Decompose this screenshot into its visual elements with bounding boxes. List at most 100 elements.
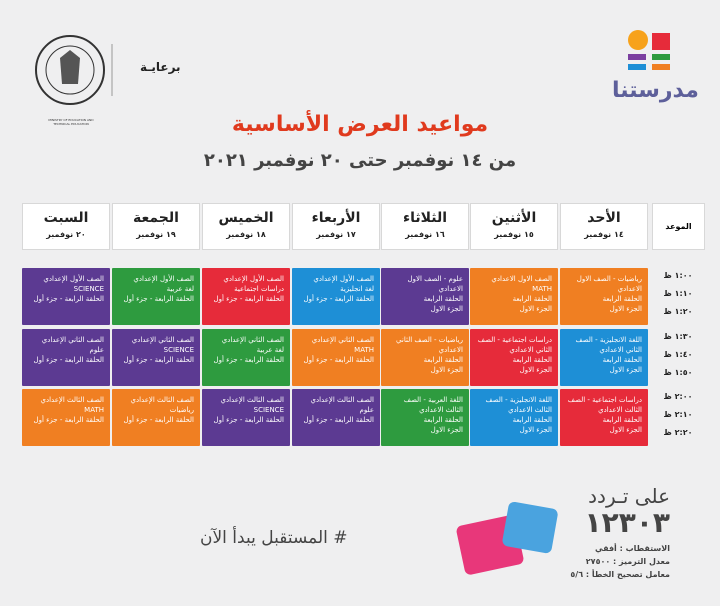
cell-line: الجزء الاول [519, 366, 552, 374]
day-name: الأربعاء [311, 210, 361, 226]
sponsor: برعايـة [140, 60, 181, 74]
program-cell: الصف الأول الإعدادي SCIENCE الحلقة الرابعة… [22, 268, 110, 325]
program-cell: الصف الثاني الإعدادي علوم الحلقة الرابعة -… [22, 329, 110, 386]
cell-line: الحلقة الرابعة - جزء أول [213, 356, 285, 364]
cell-line: اللغة الانجليزية - الصف [485, 396, 552, 404]
day-header: الأحد ١٤ نوفمبر [560, 203, 648, 250]
day-header: الأربعاء ١٧ نوفمبر [292, 203, 380, 250]
cell-line: SCIENCE [73, 285, 104, 293]
cell-line: الجزء الاول [519, 426, 552, 434]
cell-line: الثاني الاعدادي [509, 346, 552, 354]
cell-line: الصف الثاني الإعدادي [311, 336, 374, 344]
time-slot: ١:١٠ ظ [663, 289, 693, 298]
cell-line: دراسات اجتماعية - الصف [567, 396, 642, 404]
cell-line: الحلقة الرابعة - جزء أول [303, 416, 375, 424]
cell-line: MATH [532, 285, 552, 293]
time-slot: ١:٤٠ ظ [663, 350, 693, 359]
cell-line: الثاني الاعدادي [599, 346, 642, 354]
day-name: الأثنين [491, 210, 537, 226]
cell-line: علوم [89, 346, 104, 354]
day-name: السبت [43, 210, 89, 226]
day-header: الأثنين ١٥ نوفمبر [470, 203, 558, 250]
day-name: الأحد [587, 210, 621, 226]
program-cell: دراسات اجتماعية - الصف الثاني الاعدادي الح… [470, 329, 558, 386]
subtitle: من ١٤ نوفمبر حتى ٢٠ نوفمبر ٢٠٢١ [203, 150, 517, 171]
cell-line: الاعدادي [438, 346, 463, 354]
footer-line: معامل تصحيح الخطأ : ٥/٦ [570, 570, 670, 579]
cell-line: الحلقة الرابعة - جزء أول [123, 295, 195, 303]
cell-line: SCIENCE [163, 346, 194, 354]
cell-line: الحلقة الرابعة - جزء أول [303, 356, 375, 364]
day-date: ١٥ نوفمبر [494, 230, 534, 239]
program-cell: الصف الأول الإعدادي لغة انجليزية الحلقة ال… [292, 268, 380, 325]
cell-line: الجزء الاول [430, 366, 463, 374]
day-date: ١٧ نوفمبر [316, 230, 356, 239]
freq: ١٢٣٠٣ [584, 506, 670, 539]
cell-line: الحلقة الرابعة [423, 295, 463, 303]
cell-line: الثالث الاعدادي [419, 406, 463, 414]
cell-line: الصف الأول الإعدادي [133, 275, 194, 283]
program-cell: الصف الثالث الإعدادي SCIENCE الحلقة الرابع… [202, 389, 290, 446]
cell-line: الصف الثالث الإعدادي [310, 396, 374, 404]
cell-line: الثالث الاعدادي [598, 406, 642, 414]
cell-line: الحلقة الرابعة [602, 356, 642, 364]
cell-line: رياضيات - الصف الثاني [396, 336, 463, 344]
cell-line: الاعدادي [617, 285, 642, 293]
program-cell: الصف الثاني الإعدادي لغة عربية الحلقة الرا… [202, 329, 290, 386]
footer-line: معدل الترميز : ٢٧٥٠٠ [585, 557, 670, 566]
program-cell: الصف الأول الإعدادي لغة عربية الحلقة الراب… [112, 268, 200, 325]
program-cell: رياضيات - الصف الاول الاعدادي الحلقة الراب… [560, 268, 648, 325]
cell-line: الحلقة الرابعة - جزء أول [33, 295, 105, 303]
cell-line: لغة انجليزية [340, 285, 374, 293]
cell-line: اللغة الانجليزية - الصف [575, 336, 642, 344]
program-cell: علوم - الصف الاول الاعدادي الحلقة الرابعة ا… [381, 268, 469, 325]
cell-line: MATH [84, 406, 104, 414]
day-date: ٢٠ نوفمبر [46, 230, 86, 239]
time-header: الموعد [652, 203, 705, 250]
day-header: الخميس ١٨ نوفمبر [202, 203, 290, 250]
cell-line: الحلقة الرابعة - جزء أول [123, 416, 195, 424]
cell-line: الجزء الاول [519, 305, 552, 313]
program-cell: الصف الثاني الإعدادي SCIENCE الحلقة الرابع… [112, 329, 200, 386]
cell-line: الصف الثاني الإعدادي [131, 336, 194, 344]
program-cell: اللغة الانجليزية - الصف الثالث الاعدادي ال… [470, 389, 558, 446]
cell-line: الحلقة الرابعة - جزء أول [213, 416, 285, 424]
day-header: الجمعة ١٩ نوفمبر [112, 203, 200, 250]
time-slot: ١:٥٠ ظ [663, 368, 693, 377]
cell-line: الحلقة الرابعة - جزء أول [33, 416, 105, 424]
cell-line: الصف الثالث الإعدادي [40, 396, 104, 404]
day-date: ١٤ نوفمبر [584, 230, 624, 239]
cell-line: الحلقة الرابعة - جزء أول [33, 356, 105, 364]
cell-line: الصف الثاني الإعدادي [221, 336, 284, 344]
cell-line: الصف الأول الإعدادي [313, 275, 374, 283]
program-cell: الصف الثالث الإعدادي رياضيات الحلقة الرابع… [112, 389, 200, 446]
day-header: الثلاثاء ١٦ نوفمبر [381, 203, 469, 250]
cell-line: الحلقة الرابعة [512, 295, 552, 303]
cell-line: الجزء الاول [430, 305, 463, 313]
cell-line: الحلقة الرابعة - جزء أول [303, 295, 375, 303]
cell-line: الجزء الاول [609, 366, 642, 374]
footer-line: الاستقطاب : أفقي [594, 544, 670, 553]
program-cell: الصف الثالث الإعدادي علوم الحلقة الرابعة -… [292, 389, 380, 446]
day-header: السبت ٢٠ نوفمبر [22, 203, 110, 250]
hashtag: # المستقبل يبدأ الآن [200, 528, 348, 548]
cell-line: الثالث الاعدادي [508, 406, 552, 414]
cell-line: دراسات اجتماعية [234, 285, 284, 293]
program-cell: الصف الأول الإعدادي دراسات اجتماعية الحلقة… [202, 268, 290, 325]
cell-line: الحلقة الرابعة [602, 295, 642, 303]
time-slot: ١:٠٠ ظ [663, 271, 693, 280]
cell-line: الصف الثاني الإعدادي [41, 336, 104, 344]
program-cell: الصف الثالث الإعدادي MATH الحلقة الرابعة -… [22, 389, 110, 446]
day-name: الجمعة [133, 210, 179, 226]
cell-line: الاعدادي [438, 285, 463, 293]
cell-line: الصف الثالث الإعدادي [220, 396, 284, 404]
logo: مدرستنا [612, 78, 699, 103]
cell-line: SCIENCE [253, 406, 284, 414]
time-slot: ١:٣٠ ظ [663, 332, 693, 341]
cell-line: الصف الأول الإعدادي [223, 275, 284, 283]
program-cell: الصف الثاني الإعدادي MATH الحلقة الرابعة -… [292, 329, 380, 386]
day-name: الخميس [218, 210, 274, 226]
time-slot: ٢:١٠ ظ [663, 410, 693, 419]
